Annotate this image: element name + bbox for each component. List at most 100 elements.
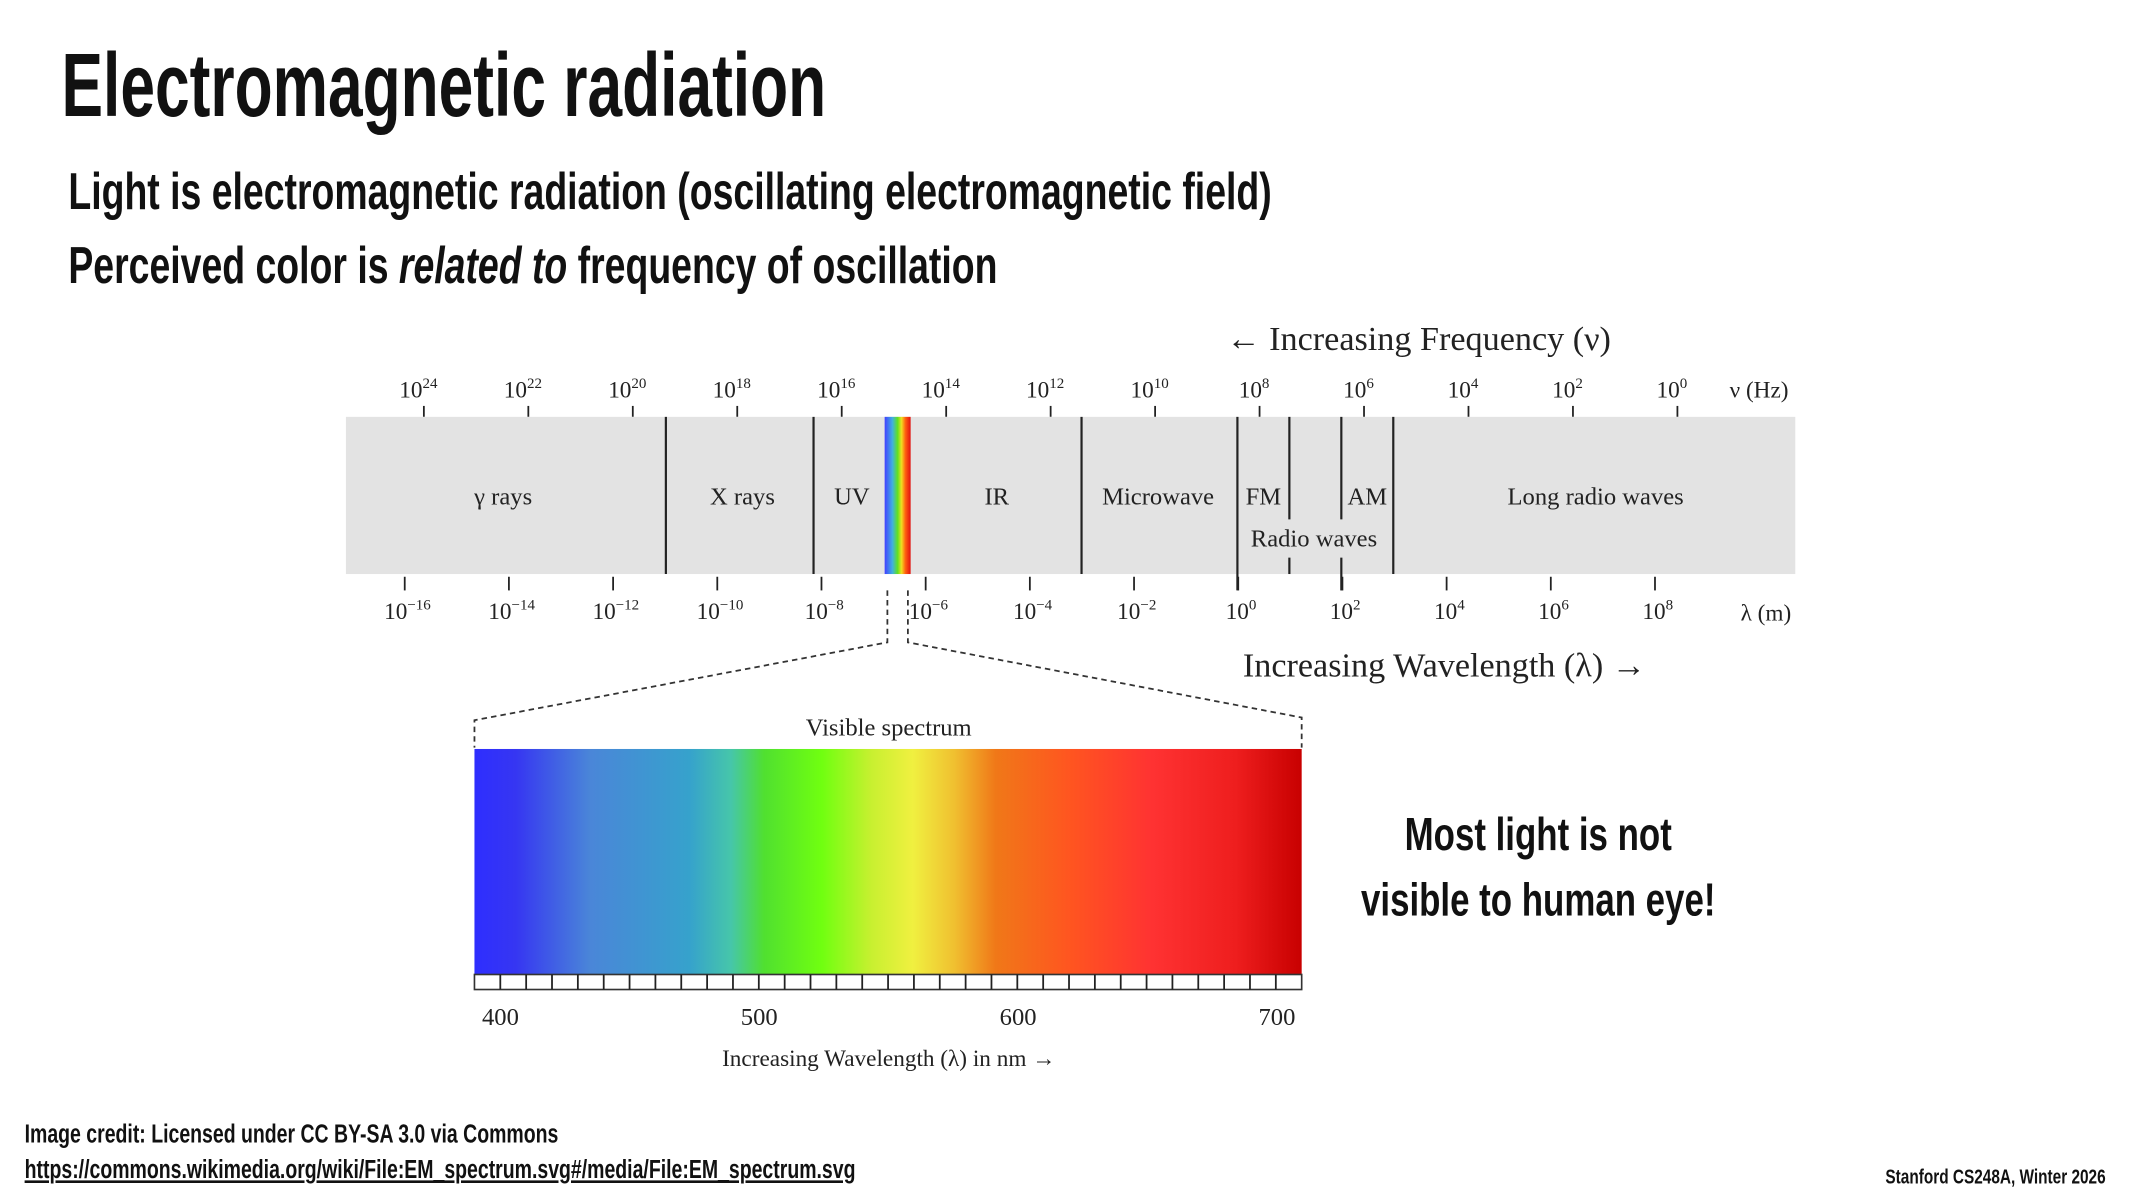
tick-base: 10 (1642, 599, 1665, 625)
region-ir: IR (984, 483, 1009, 510)
tick-base: 10 (1552, 378, 1575, 404)
tick-base: 10 (488, 599, 511, 625)
tick-exponent: −8 (828, 598, 844, 614)
tick-base: 10 (592, 599, 615, 625)
tick-base: 10 (805, 599, 828, 625)
visible-labels: 400 500 600 700 (482, 1004, 1295, 1031)
tick-exponent: −16 (407, 598, 431, 614)
tick-base: 10 (1226, 599, 1249, 625)
tick-base: 10 (1026, 378, 1049, 404)
tick-base: 10 (922, 378, 945, 404)
tick-base: 10 (697, 599, 720, 625)
bullet-2-start: Perceived color is (68, 236, 399, 295)
frequency-axis: 1024 1022 1020 1018 1016 1014 1012 1010 108 106 10… (399, 376, 1687, 417)
tick-exponent: 18 (736, 376, 751, 392)
frequency-tick-label: 102 (1552, 376, 1583, 404)
tick-base: 10 (1538, 599, 1561, 625)
wavelength-tick-label: 10−14 (488, 598, 535, 626)
tick-base: 10 (1343, 378, 1366, 404)
tick-exponent: 12 (1049, 376, 1064, 392)
tick-exponent: 0 (1249, 598, 1257, 614)
wavelength-tick-label: 100 (1226, 598, 1257, 626)
wavelength-tick-label: 108 (1642, 598, 1673, 626)
tick-exponent: 2 (1353, 598, 1361, 614)
wavelength-tick-label: 102 (1330, 598, 1361, 626)
tick-base: 10 (1013, 599, 1036, 625)
bullet-2-end: frequency of oscillation (567, 236, 997, 295)
tick-exponent: 6 (1366, 376, 1374, 392)
tick-exponent: −12 (616, 598, 639, 614)
wavelength-axis: 10−16 10−14 10−12 10−10 10−8 10−6 10−4 10−2 100 1… (384, 576, 1673, 626)
wavelength-tick-label: 10−8 (805, 598, 844, 626)
zoom-connector-right (907, 590, 1303, 748)
tick-base: 10 (1657, 378, 1680, 404)
visible-tick-label: 400 (482, 1004, 519, 1031)
tick-base: 10 (1448, 378, 1471, 404)
wavelength-tick-label: 10−12 (592, 598, 639, 626)
tick-base: 10 (384, 599, 407, 625)
image-credit-link[interactable]: https://commons.wikimedia.org/wiki/File:… (25, 1154, 856, 1183)
region-radio: Radio waves (1251, 526, 1377, 553)
tick-base: 10 (608, 378, 631, 404)
bullet-2-emphasis: related to (399, 236, 567, 295)
frequency-tick-label: 1024 (399, 376, 438, 404)
visible-axis-title: Increasing Wavelength (λ) in nm → (722, 1046, 1055, 1072)
tick-exponent: 14 (945, 376, 961, 392)
region-long-radio: Long radio waves (1508, 483, 1684, 510)
tick-base: 10 (713, 378, 736, 404)
tick-exponent: 20 (631, 376, 646, 392)
tick-base: 10 (1131, 378, 1154, 404)
tick-exponent: −4 (1036, 598, 1052, 614)
tick-base: 10 (504, 378, 527, 404)
frequency-tick-label: 1012 (1026, 376, 1064, 404)
callout-line-1: Most light is not (1405, 808, 1672, 860)
tick-exponent: 24 (422, 376, 438, 392)
frequency-tick-label: 1016 (817, 376, 856, 404)
frequency-tick-label: 1010 (1131, 376, 1169, 404)
tick-base: 10 (817, 378, 840, 404)
tick-exponent: 8 (1262, 376, 1270, 392)
footer-course: Stanford CS248A, Winter 2026 (1885, 1165, 2105, 1188)
tick-exponent: 4 (1471, 376, 1479, 392)
tick-base: 10 (399, 378, 422, 404)
slide-title: Electromagnetic radiation (62, 36, 827, 136)
visible-tick-label: 500 (741, 1004, 778, 1031)
visible-spectrum-gradient (474, 748, 1302, 975)
wavelength-unit: λ (m) (1741, 601, 1792, 627)
visible-title: Visible spectrum (806, 714, 972, 741)
frequency-tick-label: 1014 (922, 376, 961, 404)
frequency-tick-label: 1020 (608, 376, 646, 404)
frequency-unit: ν (Hz) (1730, 378, 1789, 404)
tick-base: 10 (909, 599, 932, 625)
tick-exponent: −10 (720, 598, 743, 614)
frequency-tick-label: 104 (1448, 376, 1479, 404)
region-am: AM (1347, 483, 1387, 510)
frequency-tick-label: 108 (1239, 376, 1270, 404)
wavelength-tick-label: 104 (1434, 598, 1465, 626)
tick-base: 10 (1330, 599, 1353, 625)
wavelength-tick-label: 10−16 (384, 598, 431, 626)
wavelength-title: Increasing Wavelength (λ) → (1243, 648, 1646, 685)
visible-tick-label: 700 (1258, 1004, 1295, 1031)
bullet-2: Perceived color is related to frequency … (68, 236, 997, 295)
region-xray: X rays (710, 483, 775, 510)
wavelength-tick-label: 106 (1538, 598, 1569, 626)
frequency-title: ← Increasing Frequency (ν) (1226, 321, 1610, 358)
tick-exponent: 4 (1457, 598, 1465, 614)
tick-exponent: −14 (512, 598, 536, 614)
em-spectrum-diagram: ← Increasing Frequency (ν) 1024 1022 1020 1… (345, 321, 1796, 1072)
callout-line-2: visible to human eye! (1361, 874, 1715, 926)
tick-base: 10 (1239, 378, 1262, 404)
region-gamma: γ rays (473, 483, 532, 510)
frequency-tick-label: 106 (1343, 376, 1374, 404)
visible-strip (884, 416, 911, 575)
tick-base: 10 (1117, 599, 1140, 625)
tick-exponent: −6 (932, 598, 948, 614)
visible-scale (473, 973, 1303, 991)
tick-exponent: 6 (1561, 598, 1569, 614)
tick-exponent: 22 (527, 376, 542, 392)
image-credit: Image credit: Licensed under CC BY-SA 3.… (25, 1119, 559, 1148)
visible-tick-label: 600 (1000, 1004, 1037, 1031)
tick-exponent: 0 (1680, 376, 1688, 392)
